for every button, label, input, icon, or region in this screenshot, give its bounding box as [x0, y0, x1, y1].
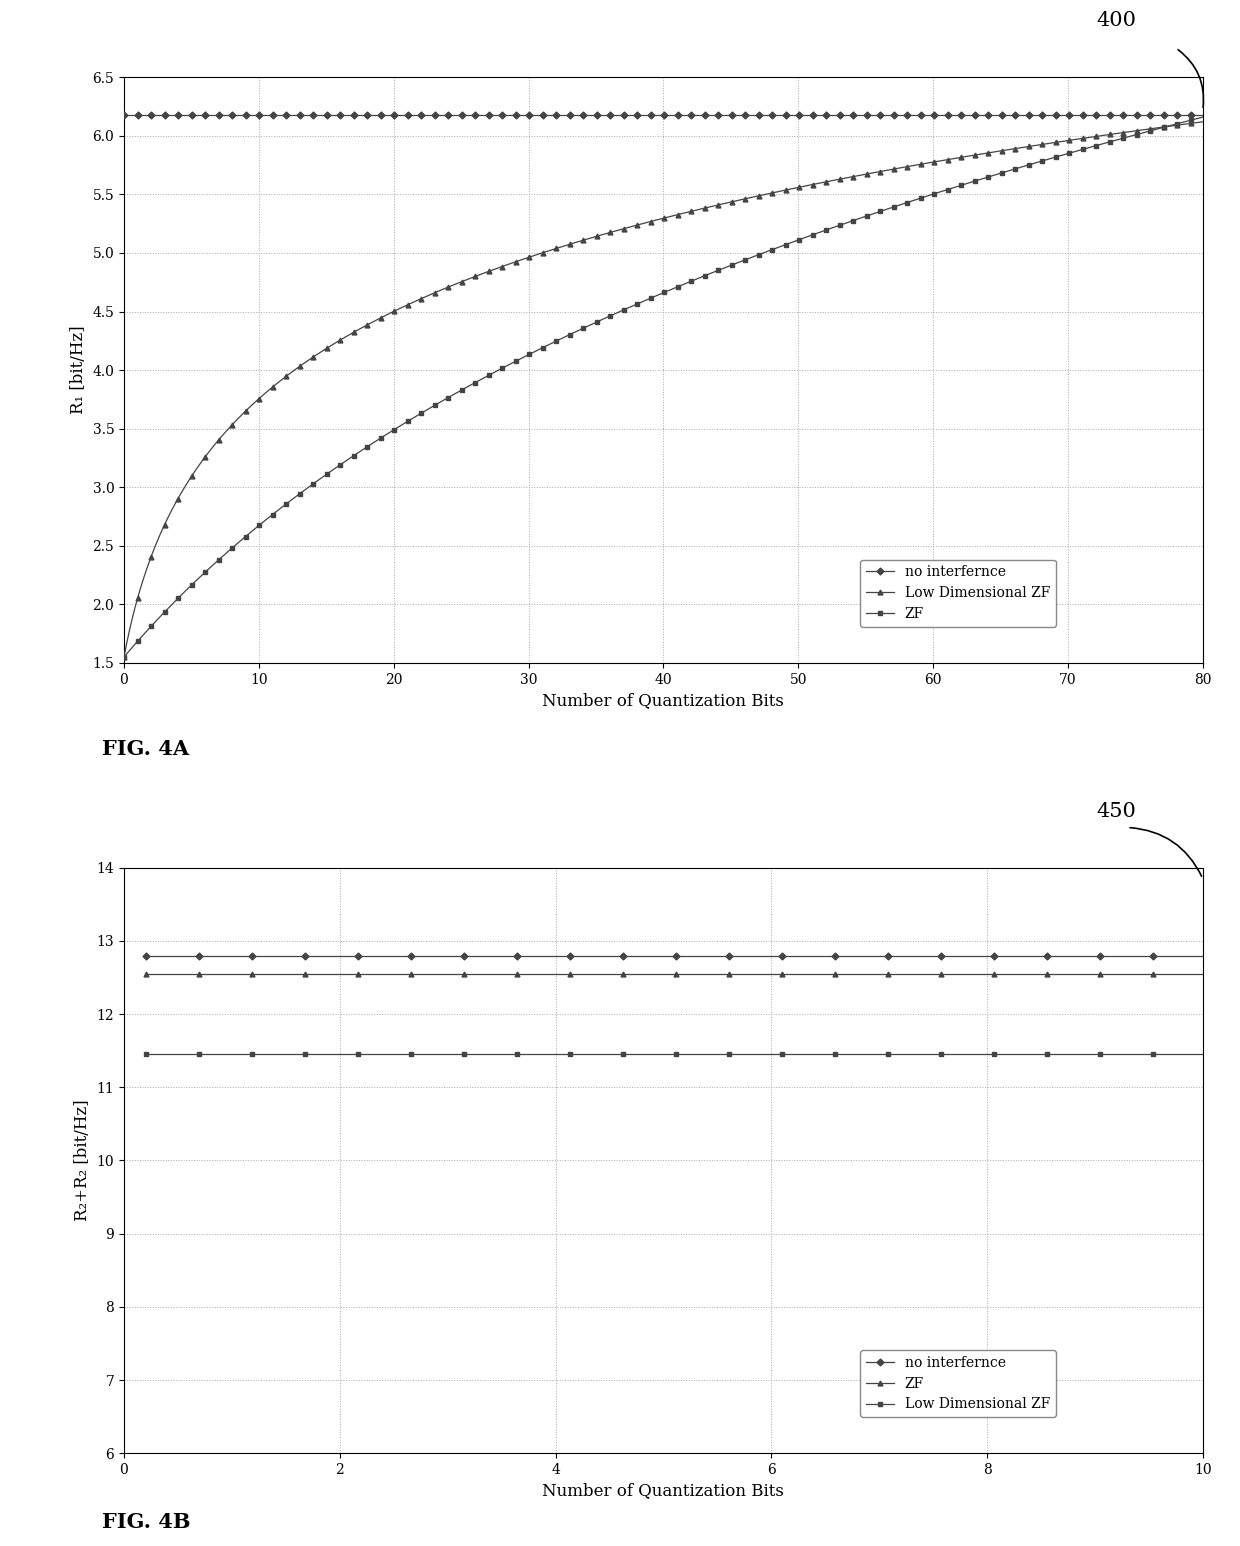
ZF [182, 577, 197, 595]
Legend: no interfernce, ZF, Low Dimensional ZF: no interfernce, ZF, Low Dimensional ZF [861, 1350, 1055, 1418]
ZF [935, 182, 950, 201]
Line: no interfernce: no interfernce [143, 954, 1205, 959]
Line: ZF: ZF [143, 971, 1205, 976]
ZF [743, 249, 758, 267]
no interfernce [743, 105, 758, 124]
Low Dimensional ZF [1195, 113, 1210, 131]
Legend: no interfernce, Low Dimensional ZF, ZF: no interfernce, Low Dimensional ZF, ZF [861, 560, 1055, 626]
Low Dimensional ZF [1195, 1045, 1210, 1064]
no interfernce [1096, 946, 1111, 965]
Low Dimensional ZF [1029, 1045, 1044, 1064]
no interfernce [1029, 946, 1044, 965]
Low Dimensional ZF [743, 189, 758, 207]
ZF [764, 965, 779, 983]
Line: Low Dimensional ZF: Low Dimensional ZF [143, 1051, 1205, 1057]
ZF [804, 226, 818, 244]
Low Dimensional ZF [804, 176, 818, 195]
ZF [141, 965, 156, 983]
Low Dimensional ZF [1045, 133, 1060, 152]
Line: Low Dimensional ZF: Low Dimensional ZF [122, 119, 1205, 660]
Text: 450: 450 [1096, 802, 1136, 821]
ZF [785, 965, 800, 983]
Text: FIG. 4A: FIG. 4A [103, 739, 190, 759]
Low Dimensional ZF [935, 152, 950, 170]
no interfernce [764, 946, 779, 965]
Text: 400: 400 [1096, 11, 1137, 31]
Text: FIG. 4B: FIG. 4B [103, 1512, 191, 1532]
Low Dimensional ZF [771, 182, 786, 201]
X-axis label: Number of Quantization Bits: Number of Quantization Bits [542, 1483, 785, 1500]
no interfernce [935, 105, 950, 124]
no interfernce [771, 105, 786, 124]
ZF [1195, 965, 1210, 983]
Low Dimensional ZF [182, 468, 197, 487]
ZF [1096, 965, 1111, 983]
no interfernce [785, 946, 800, 965]
no interfernce [768, 946, 782, 965]
Low Dimensional ZF [764, 1045, 779, 1064]
Y-axis label: R₂+R₂ [bit/Hz]: R₂+R₂ [bit/Hz] [74, 1099, 91, 1221]
Low Dimensional ZF [1096, 1045, 1111, 1064]
no interfernce [1195, 946, 1210, 965]
ZF [1195, 108, 1210, 127]
ZF [1029, 965, 1044, 983]
ZF [771, 238, 786, 257]
no interfernce [182, 105, 197, 124]
no interfernce [804, 105, 818, 124]
ZF [768, 965, 782, 983]
no interfernce [1045, 105, 1060, 124]
Low Dimensional ZF [141, 1045, 156, 1064]
Line: ZF: ZF [122, 114, 1205, 660]
no interfernce [141, 946, 156, 965]
ZF [1045, 148, 1060, 167]
no interfernce [138, 946, 153, 965]
ZF [117, 648, 131, 666]
Low Dimensional ZF [785, 1045, 800, 1064]
Low Dimensional ZF [117, 648, 131, 666]
no interfernce [1195, 105, 1210, 124]
Low Dimensional ZF [138, 1045, 153, 1064]
no interfernce [117, 105, 131, 124]
Line: no interfernce: no interfernce [122, 113, 1205, 117]
ZF [138, 965, 153, 983]
X-axis label: Number of Quantization Bits: Number of Quantization Bits [542, 693, 785, 710]
Y-axis label: R₁ [bit/Hz]: R₁ [bit/Hz] [69, 326, 87, 414]
Low Dimensional ZF [768, 1045, 782, 1064]
